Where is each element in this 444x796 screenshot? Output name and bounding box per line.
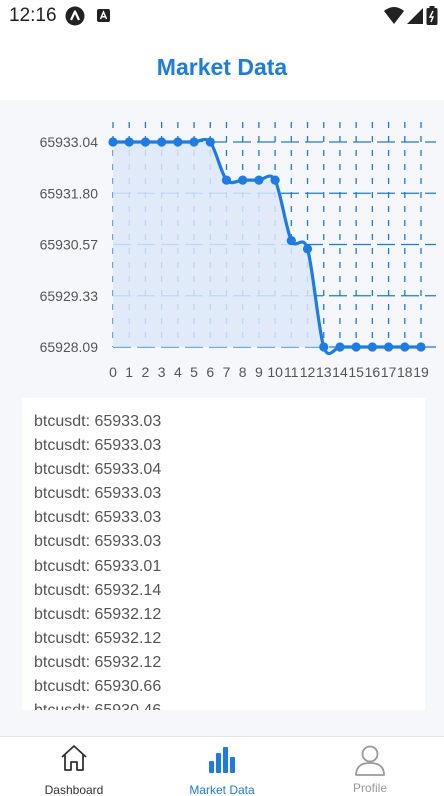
data-point [286, 235, 296, 246]
x-tick-label: 16 [365, 364, 381, 380]
x-tick-label: 9 [255, 364, 263, 380]
data-point [157, 137, 167, 147]
series-area [113, 142, 421, 347]
ticker-item: btcusdt: 65932.12 [34, 629, 162, 647]
data-point [367, 342, 377, 352]
status-time: 12:16 [9, 5, 57, 26]
data-point [173, 137, 183, 147]
ticker-item: btcusdt: 65933.03 [34, 533, 162, 551]
x-tick-label: 8 [239, 364, 247, 380]
a-notification-icon [95, 6, 113, 31]
ticker-item: btcusdt: 65933.03 [34, 509, 162, 527]
status-left-icons [65, 6, 113, 31]
data-point [140, 137, 151, 147]
bottom-tab-bar: Dashboard Market Data Profile [0, 736, 444, 796]
page-title: Market Data [156, 54, 288, 80]
ticker-item: btcusdt: 65933.03 [34, 437, 162, 455]
x-tick-label: 5 [190, 364, 198, 380]
tab-dashboard-label: Dashboard [44, 783, 104, 796]
status-right-icons [384, 6, 438, 31]
battery-icon [426, 6, 438, 31]
price-chart: 65933.04 65931.80 65930.57 65929.33 65928.09… [0, 100, 444, 390]
y-tick-label: 65930.57 [40, 237, 99, 253]
ticker-item: btcusdt: 65933.03 [34, 413, 162, 430]
status-bar: 12:16 [0, 0, 444, 32]
ticker-item: btcusdt: 65933.03 [34, 485, 162, 503]
x-tick-label: 10 [267, 364, 283, 380]
x-tick-label: 15 [348, 364, 364, 380]
x-tick-label: 3 [158, 364, 166, 380]
data-point [335, 342, 345, 352]
data-point [302, 244, 313, 254]
data-point [238, 175, 248, 185]
user-icon [353, 743, 387, 782]
main-content: 65933.04 65931.80 65930.57 65929.33 65928.09… [0, 100, 444, 736]
ticker-item: btcusdt: 65932.12 [34, 605, 162, 623]
ticker-item: btcusdt: 65930.46 [34, 699, 161, 710]
data-point [108, 137, 118, 147]
x-tick-label: 7 [223, 364, 231, 380]
tab-profile[interactable]: Profile [296, 737, 444, 796]
x-tick-label: 0 [109, 364, 117, 380]
wifi-icon [384, 7, 404, 30]
data-point [189, 137, 199, 147]
data-point [351, 342, 361, 352]
home-icon [59, 743, 89, 778]
header: Market Data [0, 32, 444, 100]
tab-market-data[interactable]: Market Data [148, 737, 296, 796]
x-tick-label: 2 [142, 364, 150, 380]
tab-dashboard[interactable]: Dashboard [0, 737, 148, 796]
x-tick-label: 17 [381, 364, 397, 380]
x-tick-label: 4 [174, 364, 182, 380]
x-tick-label: 13 [316, 364, 332, 380]
price-chart-svg: 65933.04 65931.80 65930.57 65929.33 65928.09… [40, 122, 436, 380]
data-point [416, 342, 426, 352]
y-tick-label: 65929.33 [40, 288, 99, 304]
x-tick-label: 1 [125, 364, 133, 380]
x-tick-label: 11 [284, 364, 299, 380]
ticker-item: btcusdt: 65932.12 [34, 653, 162, 671]
data-point [254, 175, 264, 185]
x-tick-label: 19 [413, 364, 429, 380]
tab-market-data-label: Market Data [189, 783, 255, 796]
data-point [319, 342, 329, 352]
data-point [383, 342, 394, 352]
y-tick-label: 65931.80 [40, 185, 99, 201]
bar-chart-icon [207, 743, 237, 782]
data-point [124, 137, 134, 147]
y-tick-label: 65933.04 [40, 134, 99, 150]
ticker-list: btcusdt: 65933.03 btcusdt: 65933.03 btcusd… [34, 410, 161, 710]
app-notification-icon [65, 6, 85, 31]
y-tick-label: 65928.09 [40, 339, 99, 355]
x-tick-label: 6 [206, 364, 214, 380]
ticker-item: btcusdt: 65930.66 [34, 678, 162, 696]
data-point [205, 137, 215, 147]
ticker-item: btcusdt: 65933.01 [34, 557, 162, 575]
tab-profile-label: Profile [352, 781, 387, 795]
ticker-panel[interactable]: btcusdt: 65933.03 btcusdt: 65933.03 btcusd… [22, 398, 425, 710]
data-point [270, 175, 280, 185]
ticker-item: btcusdt: 65933.04 [34, 461, 162, 479]
ticker-item: btcusdt: 65932.14 [34, 581, 162, 599]
x-tick-label: 12 [300, 364, 316, 380]
data-point [400, 342, 410, 352]
cellular-icon [407, 7, 423, 30]
data-point [221, 175, 232, 185]
x-tick-label: 18 [397, 364, 413, 380]
x-tick-label: 14 [332, 364, 348, 380]
